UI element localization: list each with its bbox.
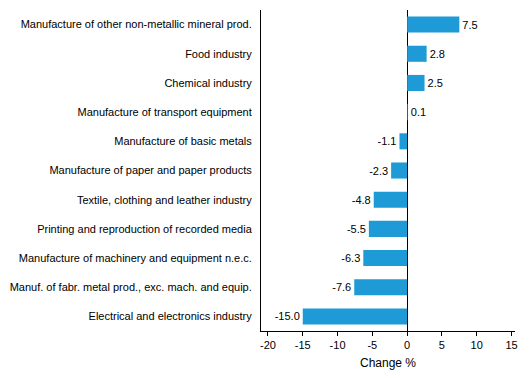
svg-text:-5: -5: [367, 339, 377, 351]
svg-text:-7.6: -7.6: [332, 281, 351, 293]
svg-text:Electrical and electronics ind: Electrical and electronics industry: [89, 310, 253, 322]
svg-text:0.1: 0.1: [411, 106, 426, 118]
svg-text:Manufacture of machinery and e: Manufacture of machinery and equipment n…: [19, 252, 252, 264]
svg-text:-15.0: -15.0: [275, 310, 300, 322]
svg-text:Manufacture of transport equip: Manufacture of transport equipment: [78, 106, 252, 118]
svg-text:-6.3: -6.3: [341, 252, 360, 264]
svg-text:-5.5: -5.5: [347, 223, 366, 235]
svg-text:Manufacture of other non-metal: Manufacture of other non-metallic minera…: [21, 18, 252, 30]
svg-text:Manufacture of paper and paper: Manufacture of paper and paper products: [49, 164, 252, 176]
svg-text:Printing and reproduction of r: Printing and reproduction of recorded me…: [37, 223, 253, 235]
svg-text:-15: -15: [295, 339, 311, 351]
svg-text:Food industry: Food industry: [185, 48, 252, 60]
svg-text:2.5: 2.5: [428, 77, 443, 89]
svg-text:Manufacture of basic metals: Manufacture of basic metals: [114, 135, 252, 147]
svg-text:-1.1: -1.1: [378, 135, 397, 147]
svg-text:Textile, clothing and leather: Textile, clothing and leather industry: [77, 194, 252, 206]
svg-text:2.8: 2.8: [430, 48, 445, 60]
svg-text:15: 15: [505, 339, 517, 351]
svg-text:-10: -10: [330, 339, 346, 351]
svg-text:0: 0: [404, 339, 410, 351]
svg-text:7.5: 7.5: [462, 19, 477, 31]
svg-text:Chemical industry: Chemical industry: [164, 77, 252, 89]
svg-text:5: 5: [439, 339, 445, 351]
svg-text:-2.3: -2.3: [369, 165, 388, 177]
svg-text:10: 10: [471, 339, 483, 351]
svg-text:Change %: Change %: [360, 356, 416, 370]
svg-text:-4.8: -4.8: [352, 194, 371, 206]
svg-text:Manuf. of fabr. metal prod., e: Manuf. of fabr. metal prod., exc. mach. …: [10, 281, 252, 293]
svg-text:-20: -20: [260, 339, 276, 351]
